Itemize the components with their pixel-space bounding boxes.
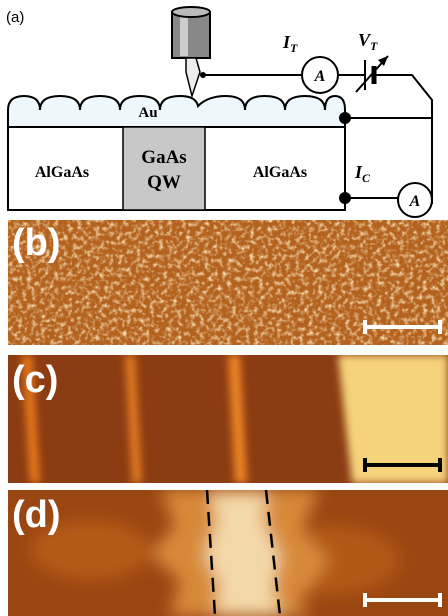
panel-label: (c) [12,359,58,401]
panel-label: (d) [12,494,61,536]
panel-label: (b) [12,222,61,264]
subscript: C [362,171,371,185]
layer-label: AlGaAs [253,164,307,181]
layer-label: GaAs [141,147,186,168]
subscript: T [290,41,298,55]
layer-label: QW [147,172,181,193]
tip-top [172,7,210,17]
bias-label: VT [358,30,378,53]
tip [186,58,200,96]
highlight [180,14,188,56]
contact [339,112,351,124]
layer-label: AlGaAs [35,164,89,181]
afm-image: (d) [8,490,448,616]
ammeter-label: A [314,68,326,85]
schematic: (a) A IT VT Au AlGaAs GaAs QW AlGaAs A I… [6,7,433,217]
panel-label: (a) [6,9,24,26]
current-label: IC [354,162,371,185]
figure: (a) A IT VT Au AlGaAs GaAs QW AlGaAs A I… [0,0,448,616]
layer-label: Au [138,105,157,121]
ammeter-label: A [409,193,421,210]
current-label: IT [282,32,298,55]
tip-holder [172,12,210,58]
afm-image: (b) [8,220,448,345]
afm-image: (c) [8,355,448,483]
subscript: T [370,39,378,53]
quantum-well [123,127,205,210]
gold-layer [8,96,345,127]
contact [339,192,351,204]
